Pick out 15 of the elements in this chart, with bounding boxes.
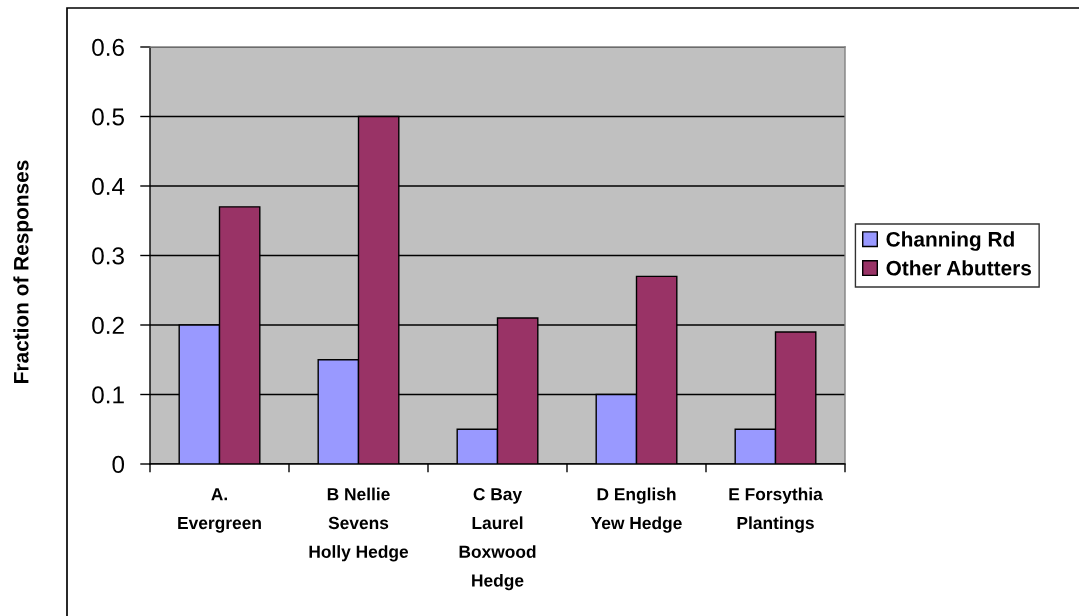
y-tick-label: 0.5 xyxy=(92,108,124,126)
x-tick-label: B Nellie Sevens Holly Hedge xyxy=(309,487,409,562)
y-tick-label: 0.4 xyxy=(92,177,125,196)
y-axis-title: Fraction of Responses xyxy=(13,160,33,383)
y-tick-label: 0 xyxy=(112,455,125,474)
x-tick-label: E Forsythia Plantings xyxy=(729,487,823,533)
x-tick-label: C Bay Laurel Boxwood Hedge xyxy=(459,488,536,591)
y-tick-label: 0.1 xyxy=(92,386,124,404)
y-tick-label: 0.6 xyxy=(92,38,124,57)
y-tick-label: 0.2 xyxy=(92,316,124,335)
legend-label: Channing Rd xyxy=(886,231,1014,251)
legend-label: Other Abutters xyxy=(886,260,1031,276)
x-tick-label: A. Evergreen xyxy=(178,488,261,533)
x-tick-label: D English Yew Hedge xyxy=(590,487,682,533)
y-tick-label: 0.3 xyxy=(92,247,124,265)
